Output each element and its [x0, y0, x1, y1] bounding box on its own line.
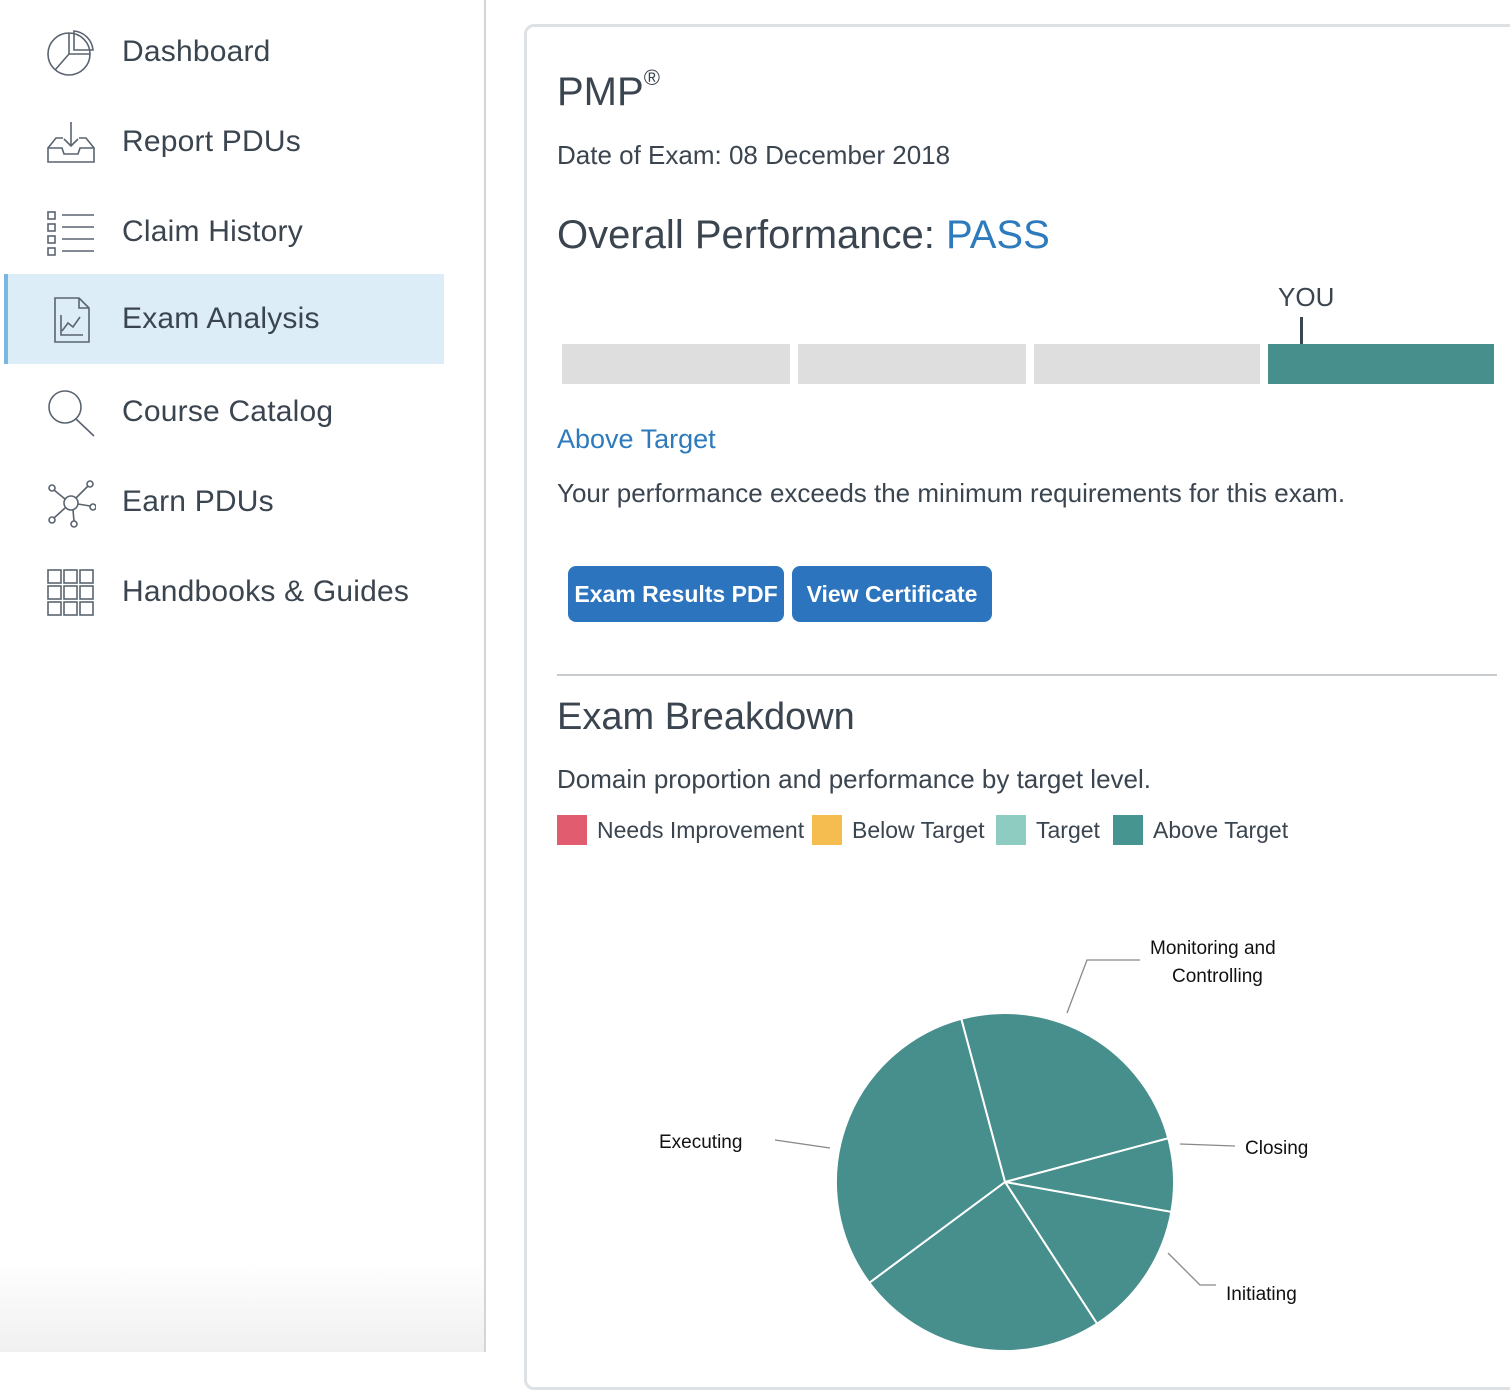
overall-label: Overall Performance:	[557, 213, 947, 257]
legend-swatch	[812, 815, 842, 845]
sidebar-item-label: Dashboard	[122, 35, 271, 68]
overall-performance: Overall Performance: PASS	[557, 213, 1050, 258]
pie-slice-planning[interactable]	[867, 1180, 1099, 1352]
pie-label-closing: Closing	[1245, 1138, 1308, 1159]
document-chart-icon	[54, 297, 90, 343]
legend-label: Above Target	[1153, 816, 1289, 843]
legend-swatch	[996, 815, 1026, 845]
view-certificate-button[interactable]: View Certificate	[792, 566, 992, 622]
sidebar-item-label: Course Catalog	[122, 395, 334, 428]
performance-level-description: Your performance exceeds the minimum req…	[557, 478, 1346, 508]
grid-icon	[47, 569, 94, 616]
legend-target: Target	[996, 814, 1100, 846]
legend-swatch	[557, 815, 587, 845]
sidebar-item-earn-pdus[interactable]: Earn PDUs	[4, 457, 444, 547]
performance-segment-1	[562, 344, 790, 384]
legend-label: Below Target	[852, 816, 985, 843]
legend-label: Needs Improvement	[597, 816, 805, 843]
sidebar-item-handbooks[interactable]: Handbooks & Guides	[4, 547, 444, 637]
exam-date: Date of Exam: 08 December 2018	[557, 140, 951, 170]
sidebar-item-report-pdus[interactable]: Report PDUs	[4, 97, 444, 187]
pie-chart-icon	[47, 30, 94, 76]
legend-label: Target	[1036, 816, 1100, 843]
breakdown-subtitle: Domain proportion and performance by tar…	[557, 764, 1151, 794]
sidebar-item-label: Report PDUs	[122, 125, 301, 158]
performance-level-title: Above Target	[557, 424, 716, 454]
sidebar-item-label: Exam Analysis	[122, 302, 320, 335]
breakdown-title: Exam Breakdown	[557, 696, 855, 738]
pie-slice-monitoring-and-controlling[interactable]	[960, 1012, 1170, 1184]
sidebar-item-label: Handbooks & Guides	[122, 575, 410, 608]
legend-swatch	[1113, 815, 1143, 845]
list-icon	[47, 211, 94, 256]
sidebar-item-label: Claim History	[122, 215, 303, 248]
pie-label-executing: Executing	[659, 1132, 742, 1153]
sidebar-bottom-fade	[0, 1260, 484, 1352]
performance-segment-3	[1034, 344, 1260, 384]
pie-leader-lines	[774, 959, 1236, 1286]
sidebar-item-label: Earn PDUs	[122, 485, 274, 518]
leader-line-monitoring	[1066, 959, 1140, 1014]
leader-line-executing	[774, 1139, 831, 1149]
you-marker-tick	[1300, 317, 1303, 344]
exam-results-pdf-button[interactable]: Exam Results PDF	[568, 566, 784, 622]
leader-line-closing	[1179, 1143, 1236, 1147]
performance-segment-2	[798, 344, 1026, 384]
leader-line-initiating	[1167, 1252, 1216, 1286]
pie-label-initiating: Initiating	[1226, 1284, 1297, 1305]
overall-result: PASS	[946, 213, 1050, 257]
domain-pie-chart: Monitoring and Controlling Closing Initi…	[659, 938, 1308, 1352]
pie-label-monitoring-line2: Controlling	[1172, 966, 1263, 987]
inbox-download-icon	[47, 122, 95, 163]
sidebar-nav: Dashboard Report PDUs Claim History Exam…	[0, 0, 486, 1352]
sidebar-item-exam-analysis[interactable]: Exam Analysis	[4, 274, 444, 364]
exam-title: PMP®	[557, 64, 660, 114]
pie-slice-initiating[interactable]	[1002, 1180, 1173, 1326]
sidebar-item-course-catalog[interactable]: Course Catalog	[4, 367, 444, 457]
legend-below-target: Below Target	[812, 814, 985, 846]
you-marker-label: YOU	[1278, 282, 1335, 312]
pie-slice-executing[interactable]	[835, 1017, 1007, 1285]
sidebar-item-claim-history[interactable]: Claim History	[4, 187, 444, 277]
registered-mark: ®	[643, 64, 660, 90]
section-divider	[557, 674, 1497, 676]
sidebar-item-dashboard[interactable]: Dashboard	[4, 7, 444, 97]
performance-segment-4	[1268, 344, 1494, 384]
legend-needs-improvement: Needs Improvement	[557, 814, 804, 846]
pie-label-monitoring-line1: Monitoring and	[1150, 938, 1276, 959]
search-icon	[48, 390, 95, 437]
network-icon	[48, 480, 96, 528]
legend-above-target: Above Target	[1113, 814, 1288, 846]
